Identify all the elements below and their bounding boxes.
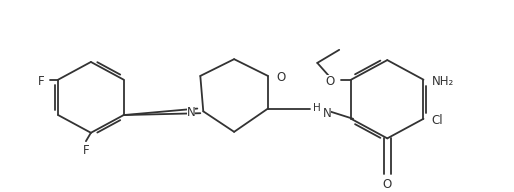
Text: Cl: Cl [431, 114, 443, 127]
Text: O: O [382, 178, 392, 191]
Text: N: N [187, 106, 195, 119]
Text: F: F [83, 144, 89, 157]
Text: O: O [325, 75, 334, 88]
Text: N: N [323, 107, 332, 120]
Text: F: F [38, 75, 44, 88]
Text: H: H [313, 103, 321, 113]
Text: O: O [276, 71, 285, 84]
Text: NH₂: NH₂ [431, 75, 454, 88]
